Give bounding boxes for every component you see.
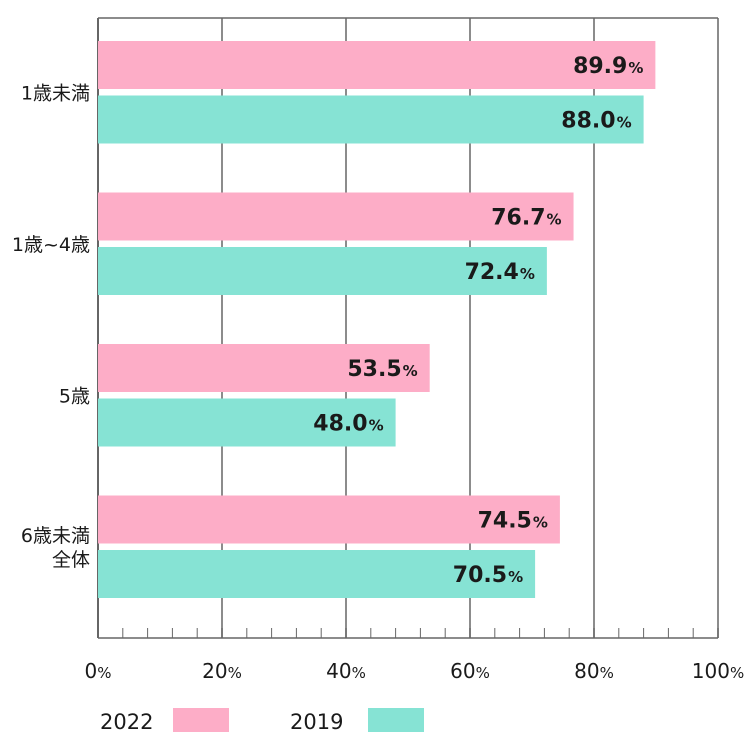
x-tick-label-0: 0% bbox=[85, 659, 112, 683]
label-layer: 89.9% 88.0% 1歳未満 76.7% 72.4% 1歳~4歳 53.5% 48.0% 5… bbox=[12, 54, 643, 588]
bar-layer bbox=[98, 41, 656, 598]
axis-layer: 0% 20% 40% 60% 80% 100% bbox=[85, 628, 744, 683]
data-label-2019-0: 88.0% bbox=[561, 109, 631, 134]
x-tick-label-60: 60% bbox=[450, 659, 490, 683]
legend-label-2022: 2022 bbox=[100, 710, 153, 734]
legend-label-2019: 2019 bbox=[290, 710, 343, 734]
data-label-2019-3: 70.5% bbox=[453, 563, 523, 588]
x-tick-label-40: 40% bbox=[326, 659, 366, 683]
bar-2019-2 bbox=[98, 398, 396, 447]
category-label-0: 1歳未満 bbox=[21, 82, 90, 104]
legend-swatch-2019 bbox=[368, 708, 424, 732]
bar-2022-3 bbox=[98, 495, 560, 544]
category-label-1: 1歳~4歳 bbox=[12, 234, 90, 256]
bar-2019-1 bbox=[98, 247, 547, 295]
x-tick-label-80: 80% bbox=[574, 659, 614, 683]
data-label-2022-2: 53.5% bbox=[347, 357, 417, 382]
data-label-2022-3: 74.5% bbox=[478, 509, 548, 534]
category-label-3-0: 6歳未満 bbox=[21, 525, 90, 547]
category-label-2: 5歳 bbox=[59, 385, 90, 407]
bar-2019-0 bbox=[98, 95, 644, 144]
legend-layer: 2022 2019 bbox=[100, 708, 424, 734]
data-label-2022-1: 76.7% bbox=[491, 206, 561, 231]
legend-swatch-2022 bbox=[173, 708, 229, 732]
bar-2022-0 bbox=[98, 41, 656, 89]
data-label-2019-1: 72.4% bbox=[465, 260, 535, 285]
category-label-3-1: 全体 bbox=[52, 549, 90, 571]
bar-2019-3 bbox=[98, 550, 536, 598]
bar-2022-2 bbox=[98, 344, 430, 392]
x-tick-label-20: 20% bbox=[202, 659, 242, 683]
bar-2022-1 bbox=[98, 192, 574, 241]
data-label-2019-2: 48.0% bbox=[313, 412, 383, 437]
data-label-2022-0: 89.9% bbox=[573, 54, 643, 79]
x-tick-label-100: 100% bbox=[692, 659, 744, 683]
